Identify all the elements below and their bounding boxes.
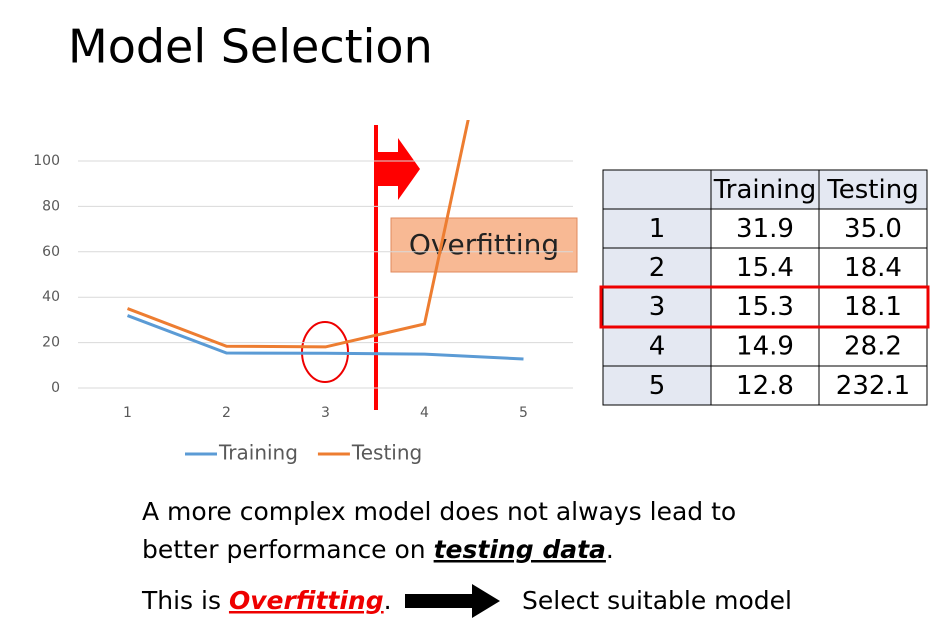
x-tick-label: 1 xyxy=(123,405,132,421)
y-tick-label: 100 xyxy=(33,153,60,169)
table-cell-text: 3 xyxy=(649,292,666,322)
table-cell-text: Training xyxy=(713,175,817,205)
legend-label: Testing xyxy=(351,441,422,465)
conclusion: This is Overfitting. xyxy=(141,586,392,615)
body-line: A more complex model does not always lea… xyxy=(142,497,736,526)
table-cell-text: 14.9 xyxy=(736,332,794,362)
text: This is xyxy=(141,586,229,615)
y-tick-label: 0 xyxy=(51,380,60,396)
series-line xyxy=(126,120,470,349)
table-cell-text: 15.4 xyxy=(736,253,794,283)
body-line: better performance on testing data. xyxy=(142,535,614,564)
slide-title: Model Selection xyxy=(68,20,433,74)
x-tick-label: 5 xyxy=(519,405,528,421)
y-tick-label: 40 xyxy=(42,289,60,305)
series-line xyxy=(126,314,524,361)
table-cell-text: 5 xyxy=(649,371,666,401)
table-cell-text: 2 xyxy=(649,253,666,283)
emphasis: testing data xyxy=(434,535,606,564)
table-cell xyxy=(602,365,712,406)
table-cell xyxy=(818,247,928,288)
table-cell-text: 18.1 xyxy=(844,292,902,322)
arrow xyxy=(405,584,500,618)
table-cell-text: 31.9 xyxy=(736,214,794,244)
table-cell-text: 28.2 xyxy=(844,332,902,362)
row-highlight xyxy=(599,285,930,329)
text: . xyxy=(606,535,614,564)
y-tick-label: 20 xyxy=(42,335,60,351)
table-cell-text: 35.0 xyxy=(844,214,902,244)
result-text: Select suitable model xyxy=(522,586,792,615)
table-cell xyxy=(710,208,820,249)
emphasis: Overfitting xyxy=(229,586,384,615)
text: . xyxy=(384,586,392,615)
table-cell-text: 12.8 xyxy=(736,371,794,401)
table-cell-text: 232.1 xyxy=(836,371,910,401)
x-tick-label: 4 xyxy=(420,405,429,421)
table-cell-text: 4 xyxy=(649,332,666,362)
annotation-box xyxy=(390,217,578,273)
table-cell xyxy=(710,365,820,406)
table-cell xyxy=(602,286,712,327)
text: better performance on xyxy=(142,535,434,564)
table-cell xyxy=(818,208,928,249)
table-cell-text: Testing xyxy=(826,175,918,205)
legend-label: Training xyxy=(218,441,298,465)
x-tick-label: 2 xyxy=(222,405,231,421)
y-tick-label: 80 xyxy=(42,198,60,214)
table-cell-text: 18.4 xyxy=(844,253,902,283)
annotation-text: Overfitting xyxy=(409,228,559,261)
table-cell xyxy=(602,169,712,210)
y-tick-label: 60 xyxy=(42,244,60,260)
right-arrow xyxy=(376,138,420,200)
table-cell-text: 15.3 xyxy=(736,292,794,322)
table-cell-text: 1 xyxy=(649,214,666,244)
table-cell xyxy=(602,247,712,288)
table-cell xyxy=(710,286,820,327)
x-tick-label: 3 xyxy=(321,405,330,421)
table-cell xyxy=(818,169,928,210)
table-cell xyxy=(818,365,928,406)
